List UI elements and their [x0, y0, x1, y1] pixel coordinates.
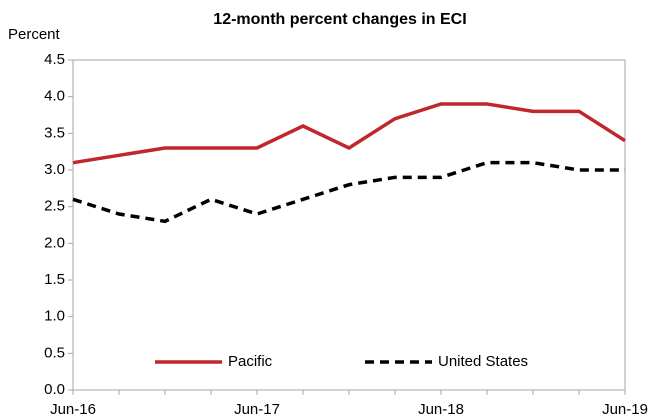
x-tick-label: Jun-18: [418, 401, 464, 418]
y-tick-label: 3.0: [44, 161, 65, 178]
y-tick-label: 1.5: [44, 271, 65, 288]
chart-title: 12-month percent changes in ECI: [213, 11, 466, 28]
x-tick-label: Jun-19: [602, 401, 648, 418]
y-tick-label: 2.5: [44, 198, 65, 215]
plot-frame: [72, 59, 626, 391]
y-tick-label: 2.0: [44, 234, 65, 251]
y-tick-label: 0.5: [44, 344, 65, 361]
y-tick-label: 0.0: [44, 381, 65, 398]
x-tick-label: Jun-17: [234, 401, 280, 418]
series-line: [72, 102, 626, 165]
x-tick-label: Jun-16: [50, 401, 96, 418]
legend-label: Pacific: [228, 353, 273, 370]
y-tick-label: 1.0: [44, 308, 65, 325]
series-line: [72, 160, 625, 224]
legend-label: United States: [438, 353, 528, 370]
y-tick-label: 4.5: [44, 51, 65, 68]
y-axis-label: Percent: [8, 26, 61, 43]
y-tick-label: 3.5: [44, 124, 65, 141]
y-tick-label: 4.0: [44, 88, 65, 105]
